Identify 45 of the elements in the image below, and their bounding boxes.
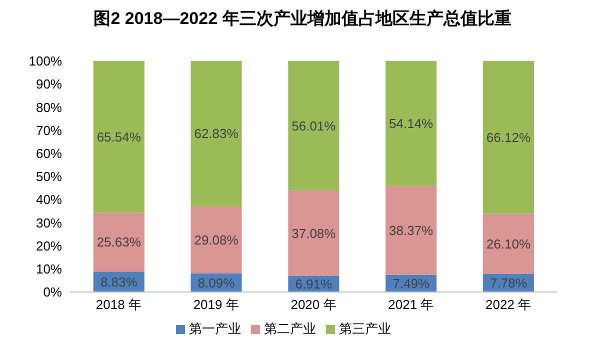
data-label: 56.01% xyxy=(292,118,336,134)
data-label: 6.91% xyxy=(295,276,333,292)
y-tick-label: 80% xyxy=(36,100,62,115)
y-tick-label: 30% xyxy=(36,215,62,230)
y-tick-label: 40% xyxy=(36,192,62,208)
data-label: 7.49% xyxy=(392,276,430,291)
data-label: 66.12% xyxy=(486,130,531,145)
x-tick-label: 2018 年 xyxy=(96,297,142,312)
y-tick-label: 10% xyxy=(36,262,62,277)
x-tick-label: 2021 年 xyxy=(388,297,434,312)
bar xyxy=(190,206,242,274)
bar xyxy=(93,212,144,272)
chart-title: 图2 2018—2022 年三次产业增加值占地区生产总值比重 xyxy=(92,8,512,30)
data-label: 54.14% xyxy=(389,116,434,132)
legend-label: 第二产业 xyxy=(264,321,316,336)
data-label: 7.78% xyxy=(490,276,528,291)
data-label: 62.83% xyxy=(194,126,239,142)
bar xyxy=(93,61,144,212)
x-tick-label: 2022 年 xyxy=(486,297,532,312)
bar xyxy=(288,190,340,276)
legend-label: 第一产业 xyxy=(189,321,241,336)
y-tick-label: 50% xyxy=(36,169,62,184)
bar xyxy=(386,186,437,275)
y-tick-label: 70% xyxy=(36,122,62,138)
data-label: 37.08% xyxy=(292,226,336,241)
data-label: 65.54% xyxy=(96,129,142,144)
data-label: 8.09% xyxy=(198,275,236,290)
data-label: 8.83% xyxy=(100,274,138,290)
legend-label: 第三产业 xyxy=(339,321,391,336)
data-label: 38.37% xyxy=(389,222,434,238)
bar xyxy=(482,214,534,274)
bar xyxy=(482,61,534,214)
bar xyxy=(386,61,437,186)
y-tick-label: 20% xyxy=(36,238,62,254)
data-label: 29.08% xyxy=(194,232,239,248)
y-tick-label: 90% xyxy=(36,76,62,92)
bar xyxy=(190,61,242,206)
y-tick-label: 0% xyxy=(43,284,62,300)
data-label: 25.63% xyxy=(96,234,142,250)
data-label: 26.10% xyxy=(486,236,531,252)
y-tick-label: 60% xyxy=(36,146,62,162)
y-tick-label: 100% xyxy=(28,54,62,69)
x-tick-label: 2020 年 xyxy=(290,297,336,312)
bar xyxy=(288,61,340,190)
x-tick-label: 2019 年 xyxy=(193,297,239,312)
